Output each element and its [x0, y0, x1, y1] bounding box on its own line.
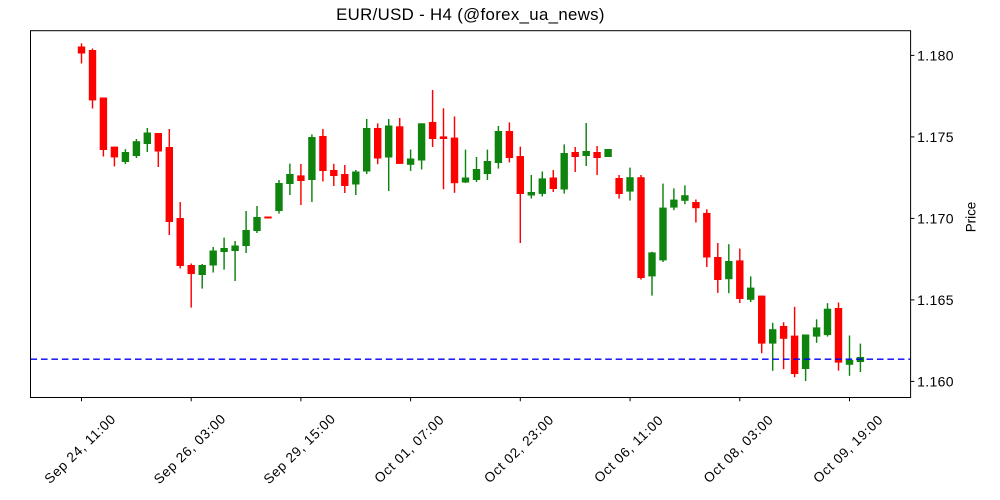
svg-text:1.160: 1.160 — [917, 373, 954, 389]
svg-text:1.180: 1.180 — [917, 47, 954, 63]
svg-text:1.165: 1.165 — [917, 292, 954, 308]
svg-text:1.175: 1.175 — [917, 129, 954, 145]
svg-text:Price: Price — [964, 202, 979, 233]
svg-text:EUR/USD - H4 (@forex_ua_news): EUR/USD - H4 (@forex_ua_news) — [336, 5, 605, 24]
svg-text:1.170: 1.170 — [917, 210, 954, 226]
